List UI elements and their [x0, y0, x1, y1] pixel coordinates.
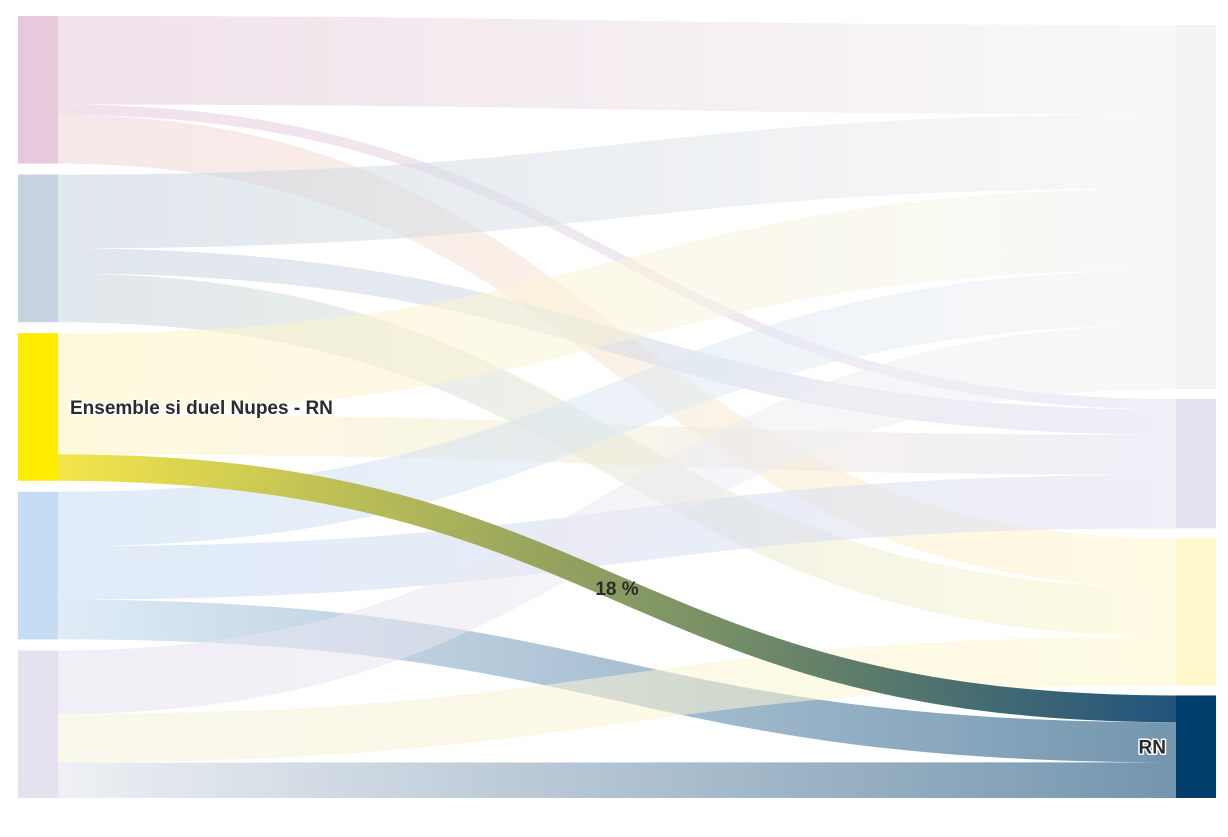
sankey-labels: Ensemble si duel Nupes - RN RN 18 %	[69, 397, 1168, 761]
highlight-flow-value-label: 18 %	[595, 579, 638, 600]
source-node-5	[18, 650, 58, 798]
flow-link-s1-t2	[58, 104, 1176, 410]
target-node-4	[1176, 695, 1216, 798]
flow-link-s3-t2	[58, 414, 1176, 475]
source-node-label-3: Ensemble si duel Nupes - RN	[70, 398, 333, 419]
source-node-2	[18, 174, 58, 323]
target-node-label-4: RN	[1139, 738, 1166, 759]
flow-link-s4-t1	[58, 270, 1176, 547]
target-node-3	[1176, 538, 1216, 686]
flow-link-s5-t3	[58, 636, 1176, 763]
source-node-3	[18, 333, 58, 481]
target-node-1	[1176, 25, 1216, 390]
target-node-2	[1176, 399, 1216, 529]
flow-link-s5-t4	[58, 762, 1176, 798]
sankey-nodes	[18, 16, 1216, 798]
source-node-4	[18, 491, 58, 640]
flow-link-highlight	[58, 454, 1176, 723]
source-node-1	[18, 16, 58, 164]
sankey-links	[58, 16, 1176, 798]
flow-link-s5-t1	[58, 325, 1176, 714]
flow-link-s1-t1	[58, 16, 1176, 115]
flow-link-s2-t1	[58, 114, 1176, 249]
flow-link-s3-t1	[58, 188, 1176, 415]
